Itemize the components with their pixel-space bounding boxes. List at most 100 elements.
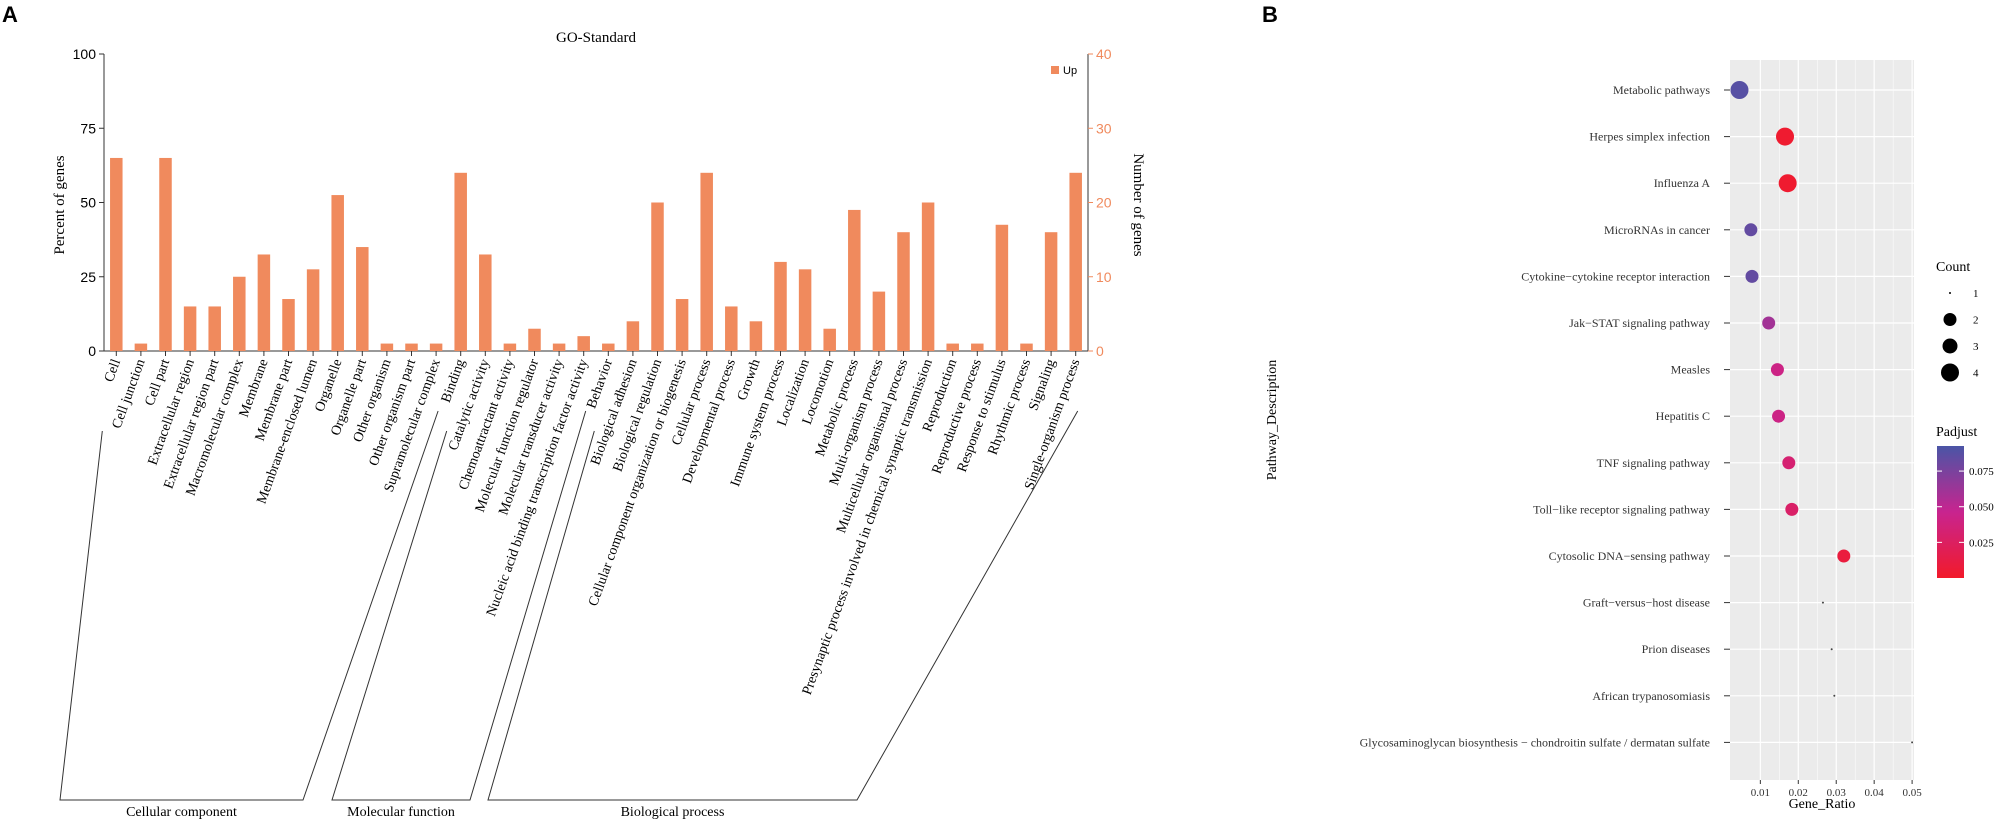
count-legend-label: 3 (1973, 341, 1979, 353)
go-bar (282, 299, 295, 351)
go-bar-chart: GO-Standard Percent of genes Number of g… (52, 30, 1146, 820)
go-bar (971, 343, 984, 351)
count-legend-label: 1 (1973, 288, 1979, 300)
go-group-label: Cellular component (126, 805, 237, 820)
go-bar (774, 261, 787, 351)
go-bar (306, 269, 320, 351)
pathway-label: Toll−like receptor signaling pathway (1533, 502, 1710, 516)
go-bar (675, 299, 689, 351)
count-legend-dot (1941, 363, 1959, 382)
go-legend-swatch (1051, 66, 1059, 74)
go-group-label: Molecular function (347, 805, 455, 820)
go-group-bracket (331, 410, 587, 801)
go-bar (848, 209, 861, 351)
go-bar (1069, 172, 1082, 351)
go-right-axis-label: Number of genes (1130, 153, 1146, 256)
dot-plot-x-tick-label: 0.05 (1902, 787, 1922, 799)
pathway-dot (1833, 694, 1836, 697)
pathway-label: Herpes simplex infection (1589, 130, 1710, 144)
go-bar (159, 157, 172, 351)
pathway-label: TNF signaling pathway (1597, 456, 1710, 470)
pathway-label: African trypanosomiasis (1592, 689, 1710, 703)
go-bar (1044, 232, 1058, 351)
go-bar (503, 343, 517, 351)
go-chart-title: GO-Standard (556, 30, 636, 46)
go-bar (823, 328, 836, 351)
go-bar (380, 343, 394, 351)
go-bar (183, 306, 197, 351)
count-legend-dot (1942, 338, 1958, 354)
go-right-tick-label: 30 (1096, 120, 1112, 136)
go-bar (700, 172, 713, 351)
padjust-colorbar (1937, 446, 1964, 578)
dot-plot-x-tick-label: 0.03 (1827, 787, 1847, 799)
pathway-label: Measles (1671, 363, 1711, 377)
go-bar (749, 321, 763, 351)
pathway-dot (1785, 502, 1799, 516)
pathway-dot (1730, 81, 1749, 99)
pathway-dot (1762, 316, 1776, 330)
pathway-dot (1911, 741, 1914, 744)
go-bar (577, 336, 590, 351)
go-bar (872, 291, 886, 351)
go-category-label: Cell (102, 357, 124, 384)
go-left-tick-label: 100 (73, 46, 97, 62)
dot-plot-x-tick-label: 0.01 (1751, 787, 1770, 799)
dot-plot-y-axis-label: Pathway_Description (1265, 360, 1280, 481)
go-group-bracket (59, 410, 439, 801)
pathway-label: Jak−STAT signaling pathway (1569, 316, 1710, 330)
padjust-legend-title: Padjust (1936, 425, 1977, 440)
pathway-dot (1744, 223, 1758, 237)
go-group-label: Biological process (621, 805, 725, 820)
pathway-label: Cytokine−cytokine receptor interaction (1521, 269, 1710, 283)
go-bar (208, 306, 221, 351)
dot-plot-x-tick-label: 0.04 (1865, 787, 1885, 799)
go-left-tick-label: 75 (80, 120, 96, 136)
go-left-axis-label: Percent of genes (52, 155, 68, 254)
pathway-dot (1772, 409, 1786, 423)
go-bar (405, 343, 418, 351)
pathway-dot (1821, 601, 1824, 604)
kegg-dot-plot: Metabolic pathways Herpes simplex infecti… (1265, 60, 1994, 812)
go-bar (257, 254, 271, 351)
go-bar (921, 202, 935, 351)
pathway-label: Cytosolic DNA−sensing pathway (1549, 549, 1710, 563)
go-bar (479, 254, 492, 351)
pathway-dot (1776, 127, 1795, 146)
padjust-tick-label: 0.050 (1969, 502, 1994, 514)
go-legend: Up (1051, 65, 1077, 77)
go-bar (602, 343, 615, 351)
dot-plot-panel-background (1730, 60, 1914, 780)
go-bar (134, 343, 148, 351)
go-right-tick-label: 10 (1096, 269, 1112, 285)
go-right-tick-label: 20 (1096, 195, 1112, 211)
go-bar (995, 224, 1009, 351)
pathway-dot (1745, 269, 1759, 283)
pathway-dot (1837, 549, 1851, 563)
count-legend-label: 4 (1973, 368, 1979, 380)
go-bar (1020, 343, 1033, 351)
go-group-bracket (487, 410, 1079, 801)
go-left-tick-label: 50 (80, 195, 96, 211)
padjust-legend: Padjust 0.025 0.050 0.075 (1936, 425, 1994, 578)
pathway-dot (1830, 648, 1833, 651)
go-right-tick-label: 40 (1096, 46, 1112, 62)
pathway-label: Prion diseases (1642, 642, 1711, 656)
go-bar (528, 328, 541, 351)
pathway-dot (1770, 363, 1784, 377)
go-legend-label: Up (1063, 65, 1077, 77)
pathway-label: MicroRNAs in cancer (1604, 223, 1710, 237)
go-right-tick-label: 0 (1096, 343, 1104, 359)
count-legend-dot (1943, 313, 1957, 326)
pathway-dot (1782, 456, 1796, 470)
panel-b-label: B (1262, 2, 1278, 27)
go-left-tick-label: 0 (88, 343, 96, 359)
dot-plot-x-tick-label: 0.02 (1789, 787, 1808, 799)
go-bar (725, 306, 738, 351)
go-bar (233, 276, 246, 351)
pathway-label: Hepatitis C (1656, 409, 1710, 423)
pathway-label: Influenza A (1654, 176, 1711, 190)
go-left-tick-label: 25 (80, 269, 96, 285)
pathway-label: Metabolic pathways (1613, 83, 1710, 97)
